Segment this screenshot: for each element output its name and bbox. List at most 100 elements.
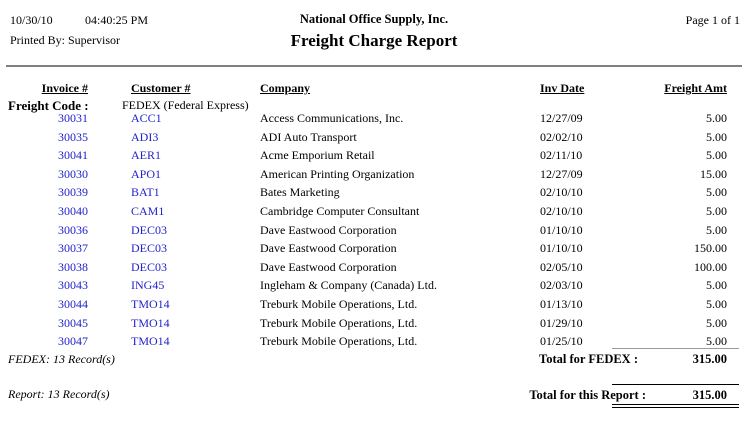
company-cell: Bates Marketing (260, 185, 340, 200)
invoice-number-link[interactable]: 30031 (58, 111, 88, 125)
table-row: 30047 TMO14 Treburk Mobile Operations, Ltd… (0, 332, 748, 351)
freight-amt-cell: 5.00 (706, 315, 727, 330)
table-row: 30031 ACC1 Access Communications, Inc. 12/2… (0, 109, 748, 128)
customer-number-link[interactable]: ADI3 (131, 129, 159, 144)
invoice-number-link[interactable]: 30047 (58, 334, 88, 349)
freight-code-value: FEDEX (Federal Express) (122, 98, 249, 112)
freight-amt-cell: 5.00 (706, 222, 727, 237)
company-cell: ADI Auto Transport (260, 129, 357, 144)
column-header-freight-amt: Freight Amt (664, 81, 727, 95)
table-row: 30037 DEC03 Dave Eastwood Corporation 01/10… (0, 239, 748, 258)
table-row: 30044 TMO14 Treburk Mobile Operations, Ltd… (0, 295, 748, 314)
table-rows: 30031 ACC1 Access Communications, Inc. 12/2… (0, 109, 748, 351)
customer-number-link[interactable]: TMO14 (131, 334, 170, 349)
invoice-number-link[interactable]: 30041 (58, 148, 88, 163)
freight-amt-cell: 5.00 (706, 185, 727, 200)
table-row: 30045 TMO14 Treburk Mobile Operations, Ltd… (0, 314, 748, 333)
company-cell: Acme Emporium Retail (260, 148, 375, 163)
inv-date-cell: 02/02/10 (540, 129, 583, 144)
invoice-number-link[interactable]: 30038 (58, 259, 88, 274)
customer-number-link[interactable]: TMO14 (131, 296, 170, 311)
column-header-company: Company (260, 81, 311, 95)
invoice-number-link[interactable]: 30035 (58, 129, 88, 144)
customer-number-link[interactable]: APO1 (131, 166, 162, 181)
inv-date-cell: 02/03/10 (540, 278, 583, 293)
group-record-count: FEDEX: 13 Record(s) (8, 352, 115, 366)
company-cell: Dave Eastwood Corporation (260, 259, 397, 274)
customer-number-link[interactable]: ACC1 (131, 111, 162, 125)
freight-amt-cell: 5.00 (706, 111, 727, 125)
invoice-number-link[interactable]: 30044 (58, 296, 88, 311)
invoice-number-link[interactable]: 30030 (58, 166, 88, 181)
company-name: National Office Supply, Inc. (299, 12, 449, 26)
company-cell: Ingleham & Company (Canada) Ltd. (260, 278, 437, 293)
company-cell: Access Communications, Inc. (260, 111, 404, 125)
customer-number-link[interactable]: ING45 (131, 278, 165, 293)
report-total-label: Total for this Report : (529, 388, 646, 402)
table-row: 30036 DEC03 Dave Eastwood Corporation 01/10… (0, 221, 748, 240)
freight-code-group-header: Freight Code : FEDEX (Federal Express) (0, 98, 748, 114)
customer-number-link[interactable]: DEC03 (131, 222, 167, 237)
report-record-count: Report: 13 Record(s) (8, 387, 110, 401)
inv-date-cell: 01/25/10 (540, 334, 583, 349)
table-row: 30030 APO1 American Printing Organization 1… (0, 165, 748, 184)
company-cell: Cambridge Computer Consultant (260, 203, 420, 218)
inv-date-cell: 02/10/10 (540, 185, 583, 200)
invoice-number-link[interactable]: 30040 (58, 203, 88, 218)
table-row: 30043 ING45 Ingleham & Company (Canada) Lt… (0, 276, 748, 295)
freight-amt-cell: 5.00 (706, 203, 727, 218)
freight-amt-cell: 5.00 (706, 129, 727, 144)
freight-code-label: Freight Code : (8, 98, 89, 113)
column-header-customer: Customer # (131, 81, 191, 95)
print-time: 04:40:25 PM (85, 13, 149, 27)
customer-number-link[interactable]: DEC03 (131, 241, 167, 256)
invoice-number-link[interactable]: 30043 (58, 278, 88, 293)
printed-by: Printed By: Supervisor (10, 33, 120, 47)
customer-number-link[interactable]: DEC03 (131, 259, 167, 274)
group-total-rule (612, 348, 739, 349)
invoice-number-link[interactable]: 30039 (58, 185, 88, 200)
report-title: Freight Charge Report (290, 31, 458, 50)
invoice-number-link[interactable]: 30036 (58, 222, 88, 237)
report-total-double-underline (612, 404, 739, 408)
customer-number-link[interactable]: TMO14 (131, 315, 170, 330)
customer-number-link[interactable]: AER1 (131, 148, 161, 163)
header-divider (6, 65, 742, 67)
inv-date-cell: 01/13/10 (540, 296, 583, 311)
group-total-label: Total for FEDEX : (539, 352, 638, 366)
column-header-inv-date: Inv Date (540, 81, 585, 95)
freight-amt-cell: 5.00 (706, 278, 727, 293)
freight-amt-cell: 5.00 (706, 148, 727, 163)
freight-amt-cell: 100.00 (694, 259, 727, 274)
company-cell: Treburk Mobile Operations, Ltd. (260, 296, 418, 311)
company-cell: Treburk Mobile Operations, Ltd. (260, 315, 418, 330)
customer-number-link[interactable]: CAM1 (131, 203, 165, 218)
column-header-row: Invoice # Customer # Company Inv Date Fr… (0, 81, 748, 96)
inv-date-cell: 01/29/10 (540, 315, 583, 330)
company-cell: Dave Eastwood Corporation (260, 222, 397, 237)
table-row: 30041 AER1 Acme Emporium Retail 02/11/10 5.0… (0, 146, 748, 165)
column-header-invoice: Invoice # (41, 81, 88, 95)
group-total-value: 315.00 (692, 352, 727, 366)
invoice-number-link[interactable]: 30037 (58, 241, 88, 256)
freight-amt-cell: 15.00 (700, 166, 727, 181)
freight-amt-cell: 5.00 (706, 296, 727, 311)
report-total-value: 315.00 (692, 388, 727, 402)
inv-date-cell: 02/10/10 (540, 203, 583, 218)
inv-date-cell: 12/27/09 (540, 166, 583, 181)
table-row: 30040 CAM1 Cambridge Computer Consultant 02… (0, 202, 748, 221)
report-total-rule (612, 384, 739, 385)
customer-number-link[interactable]: BAT1 (131, 185, 160, 200)
freight-amt-cell: 5.00 (706, 334, 727, 349)
print-date: 10/30/10 (10, 13, 53, 27)
invoice-number-link[interactable]: 30045 (58, 315, 88, 330)
company-cell: American Printing Organization (260, 166, 415, 181)
table-row: 30035 ADI3 ADI Auto Transport 02/02/10 5.00 (0, 128, 748, 147)
table-row: 30038 DEC03 Dave Eastwood Corporation 02/05… (0, 258, 748, 277)
inv-date-cell: 01/10/10 (540, 222, 583, 237)
table-row: 30039 BAT1 Bates Marketing 02/10/10 5.00 (0, 183, 748, 202)
page-number: Page 1 of 1 (685, 13, 740, 27)
inv-date-cell: 02/11/10 (540, 148, 583, 163)
freight-amt-cell: 150.00 (694, 241, 727, 256)
inv-date-cell: 12/27/09 (540, 111, 583, 125)
